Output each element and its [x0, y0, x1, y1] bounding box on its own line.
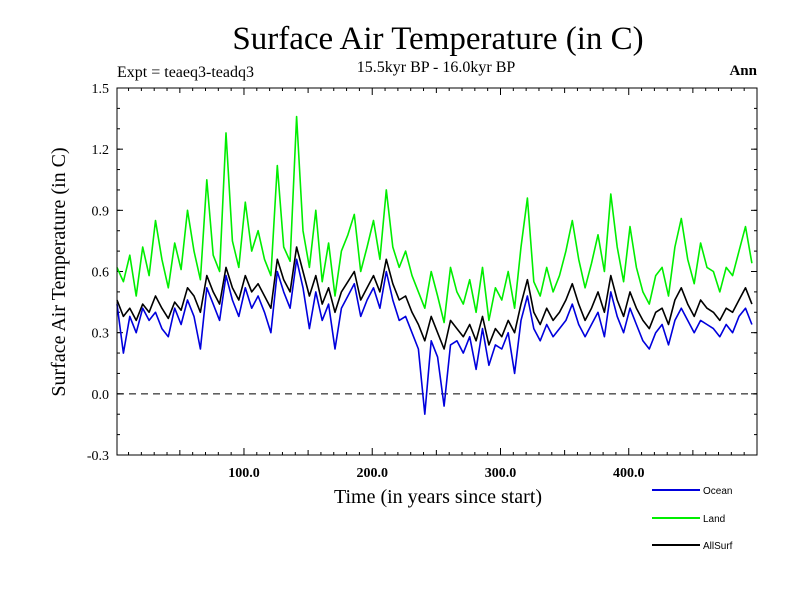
x-tick-label: 100.0	[228, 466, 260, 481]
y-axis-ticks: -0.3 0.0 0.3 0.6 0.9 1.2 1.5	[87, 82, 757, 464]
legend: Ocean Land AllSurf	[652, 486, 733, 552]
y-tick-label: 0.0	[92, 388, 110, 403]
season-label: Ann	[729, 63, 757, 79]
series-line-land	[116, 115, 753, 324]
chart-subtitle: 15.5kyr BP - 16.0kyr BP	[357, 59, 516, 76]
y-tick-label: 0.3	[92, 327, 110, 342]
y-axis-label: Surface Air Temperature (in C)	[48, 147, 70, 396]
plot-frame	[116, 87, 758, 456]
y-tick-label: 1.2	[92, 143, 110, 158]
x-tick-label: 400.0	[613, 466, 645, 481]
x-axis-label: Time (in years since start)	[334, 486, 542, 508]
x-tick-label: 300.0	[485, 466, 517, 481]
legend-label-allsurf: AllSurf	[703, 541, 733, 552]
y-tick-label: 0.6	[92, 266, 110, 281]
y-tick-label: 0.9	[92, 204, 110, 219]
chart-title: Surface Air Temperature (in C)	[232, 21, 643, 57]
experiment-label: Expt = teaeq3-teadq3	[117, 64, 254, 81]
legend-label-ocean: Ocean	[703, 486, 732, 497]
y-tick-label: 1.5	[92, 82, 110, 97]
series-line-allsurf	[116, 246, 753, 350]
series-line-ocean	[116, 258, 753, 416]
x-tick-label: 200.0	[356, 466, 388, 481]
y-tick-label: -0.3	[87, 449, 109, 464]
legend-label-land: Land	[703, 514, 725, 525]
series-layer	[116, 115, 753, 416]
